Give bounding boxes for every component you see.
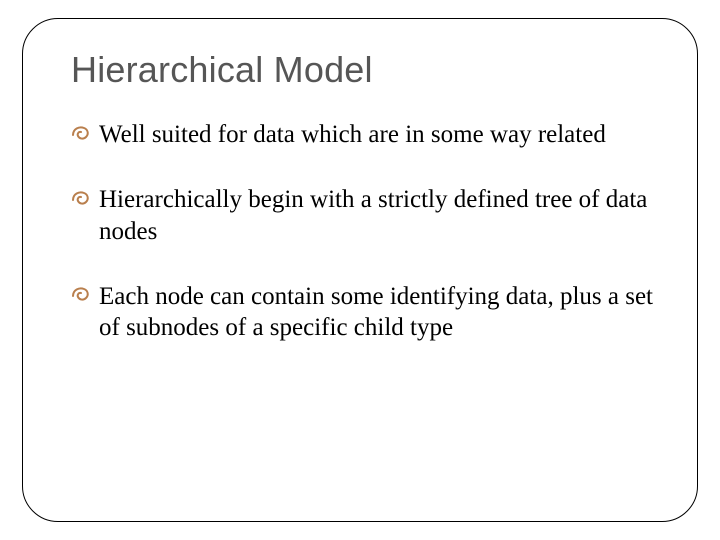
list-item: Hierarchically begin with a strictly def…	[71, 184, 657, 247]
swirl-icon	[71, 285, 91, 305]
bullet-text: Each node can contain some identifying d…	[99, 283, 653, 341]
slide-frame: Hierarchical Model Well suited for data …	[22, 18, 698, 522]
bullet-text: Hierarchically begin with a strictly def…	[99, 186, 647, 244]
slide-title: Hierarchical Model	[71, 49, 657, 91]
bullet-text: Well suited for data which are in some w…	[99, 121, 606, 148]
slide: Hierarchical Model Well suited for data …	[0, 0, 720, 540]
list-item: Each node can contain some identifying d…	[71, 281, 657, 344]
list-item: Well suited for data which are in some w…	[71, 119, 657, 150]
swirl-icon	[71, 124, 91, 144]
swirl-icon	[71, 189, 91, 209]
bullet-list: Well suited for data which are in some w…	[71, 119, 657, 343]
